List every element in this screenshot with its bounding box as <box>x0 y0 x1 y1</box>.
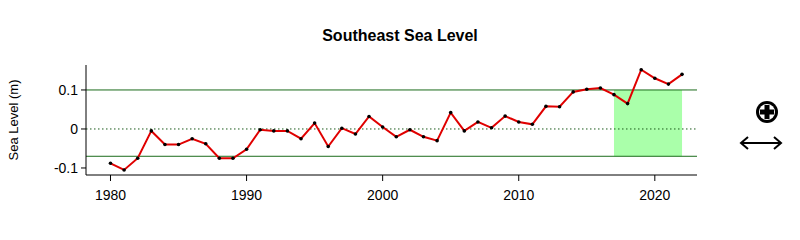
data-point <box>381 125 385 129</box>
y-tick <box>81 128 86 129</box>
x-tick <box>110 175 111 181</box>
data-point <box>190 137 194 141</box>
data-point <box>558 105 562 109</box>
data-point <box>177 143 181 147</box>
data-point <box>626 102 630 106</box>
data-point <box>122 168 126 172</box>
data-point <box>435 139 439 143</box>
y-axis-label: Sea Level (m) <box>6 80 21 161</box>
data-point <box>150 129 154 133</box>
data-point <box>463 129 467 133</box>
data-point <box>517 120 521 124</box>
x-tick <box>654 175 655 181</box>
data-point <box>231 156 235 160</box>
x-tick <box>518 175 519 181</box>
data-point <box>503 114 507 118</box>
y-axis <box>86 65 87 175</box>
data-point <box>490 126 494 130</box>
data-point <box>612 93 616 97</box>
x-tick-label: 2020 <box>639 187 670 203</box>
data-point <box>218 156 222 160</box>
data-line <box>110 70 682 170</box>
data-point <box>653 76 657 80</box>
data-point <box>394 135 398 139</box>
data-point <box>449 111 453 115</box>
x-tick-label: 2000 <box>367 187 398 203</box>
chart: Southeast Sea Level Sea Level (m) -0.1 0 0.1… <box>0 0 800 240</box>
y-tick <box>81 167 86 168</box>
data-point <box>299 137 303 141</box>
data-point <box>313 121 317 125</box>
data-point <box>476 120 480 124</box>
highlight-region <box>614 90 682 156</box>
y-tick <box>81 89 86 90</box>
data-point <box>258 128 262 132</box>
data-point <box>585 87 589 91</box>
data-point <box>571 90 575 94</box>
data-point <box>639 68 643 72</box>
pan-icon[interactable] <box>741 137 781 149</box>
zoom-icon[interactable] <box>756 101 778 123</box>
lower-bound-line <box>86 156 697 157</box>
data-point <box>204 142 208 146</box>
x-tick-label: 1980 <box>95 187 126 203</box>
x-axis <box>86 175 697 176</box>
x-tick <box>382 175 383 181</box>
data-point <box>136 156 140 160</box>
data-point <box>340 126 344 130</box>
y-tick-label: 0.1 <box>59 82 79 98</box>
data-point <box>272 129 276 133</box>
data-point <box>354 132 358 136</box>
data-point <box>544 105 548 109</box>
plot-area <box>86 68 697 172</box>
data-point <box>599 86 603 90</box>
mean-line <box>86 128 697 129</box>
y-tick-label: -0.1 <box>54 160 78 176</box>
data-point <box>667 82 671 86</box>
data-point <box>245 147 249 151</box>
data-point <box>286 129 290 133</box>
x-tick <box>246 175 247 181</box>
data-point <box>109 161 113 165</box>
data-point <box>422 135 426 139</box>
data-point <box>367 115 371 119</box>
title: Southeast Sea Level <box>322 27 478 44</box>
x-tick-label: 2010 <box>503 187 534 203</box>
data-point <box>408 128 412 132</box>
x-tick-label: 1990 <box>231 187 262 203</box>
data-point <box>531 122 535 126</box>
data-point <box>680 73 684 77</box>
data-point <box>326 145 330 149</box>
y-tick-label: 0 <box>70 121 78 137</box>
data-point <box>163 143 167 147</box>
